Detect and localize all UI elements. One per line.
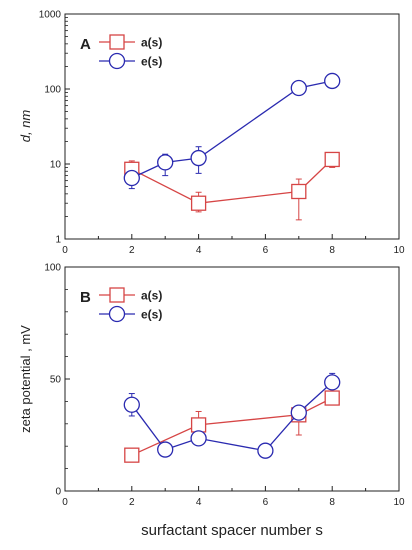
panel-b-series-a-line [131,397,333,456]
panel-a-legend: a(s) e(s) [99,34,162,70]
panel-b-x-tick-label: 2 [129,497,135,508]
panel-b-y-tick-label: 0 [55,487,61,498]
panel-a-series [123,72,341,221]
panel-b-series-a-point [324,390,340,406]
panel-b-y-tick-label: 100 [44,263,61,274]
panel-a-series-a-line [131,158,333,204]
panel-a-series-e-point [190,149,207,167]
panel-a-series-e-point [123,169,140,187]
panel-b-series-e-point [157,441,174,458]
panel-b-series-a-point [124,447,140,463]
panel-b-x-tick-label: 4 [196,497,202,508]
panel-a-legend-a-marker [109,34,125,50]
panel-b-series-a-point [190,417,207,433]
panel-a-x-tick-label: 10 [393,245,405,256]
panel-a-x-tick-label: 8 [329,245,335,256]
panel-b-x-tick-label: 10 [393,497,405,508]
panel-a-ylabel: d, nm [18,110,33,143]
panel-b-series-e-point [290,404,307,421]
panel-b-series-e-point [190,430,207,447]
panel-a-legend-e-marker [108,52,126,70]
panel-a: A d, nm 0 2 4 6 8 10 1 10 100 1000 a(s) e(s) [18,10,405,257]
panel-b-series [123,372,341,463]
panel-a-x-tick-label: 0 [62,245,68,256]
panel-b-series-e-point [257,442,274,459]
panel-a-y-tick-label: 1 [55,235,61,246]
panel-a-y-tick-label: 10 [50,160,62,171]
panel-a-series-a-point [291,183,307,200]
panel-b-legend-e-marker [108,305,126,323]
panel-a-series-e-point [157,154,174,171]
panel-a-x-tick-label: 4 [196,245,202,256]
panel-b-legend-a-label: a(s) [141,289,162,303]
panel-b-x-tick-label: 8 [329,497,335,508]
panel-b-series-e-point [123,396,140,413]
panel-a-y-tick-label: 100 [44,85,61,96]
panel-b-series-e-point [324,374,341,391]
panel-a-series-a-point [324,151,340,168]
panel-a-legend-e-label: e(s) [141,55,162,69]
panel-b-ylabel: zeta potential , mV [18,325,33,433]
panel-a-series-a-point [190,195,207,211]
panel-a-series-e-point [290,79,307,97]
panel-a-x-tick-label: 6 [263,245,269,256]
panel-b-y-tick-label: 50 [50,375,62,386]
panel-b-x-tick-label: 0 [62,497,68,508]
panel-a-series-e-point [324,72,341,90]
panel-b-x-tick-label: 6 [263,497,269,508]
panel-a-y-tick-label: 1000 [39,10,62,21]
panel-b-legend-a-marker [109,287,125,303]
panel-b-legend-e-label: e(s) [141,308,162,322]
panel-b-legend: a(s) e(s) [99,287,162,323]
x-axis-label: surfactant spacer number s [141,522,323,539]
panel-a-letter: A [80,36,91,53]
panel-a-legend-a-label: a(s) [141,36,162,50]
panel-a-x-tick-label: 2 [129,245,135,256]
panel-b-letter: B [80,289,91,306]
panel-a-ticks: 0 2 4 6 8 10 1 10 100 1000 [39,10,405,257]
